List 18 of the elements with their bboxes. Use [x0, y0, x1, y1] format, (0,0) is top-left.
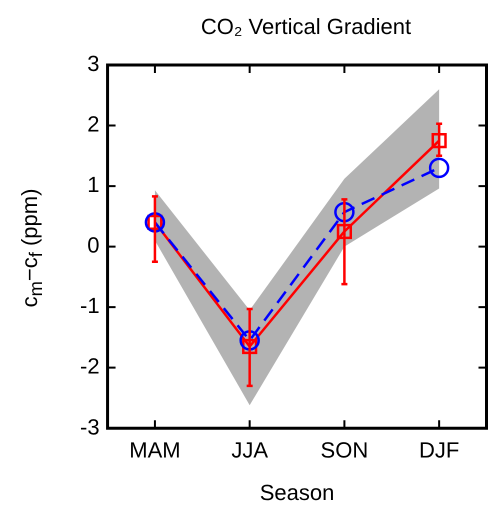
- x-tick-label: SON: [320, 437, 368, 462]
- y-tick-label: 0: [87, 232, 100, 258]
- point: [239, 330, 260, 351]
- point: [334, 202, 355, 222]
- y-tick-label: 3: [87, 51, 100, 76]
- point: [432, 133, 447, 148]
- y-tick-label: 2: [87, 112, 100, 137]
- x-tick-label: DJF: [418, 437, 460, 462]
- x-tick-label: MAM: [129, 437, 181, 462]
- y-tick-label: -2: [80, 354, 100, 379]
- point: [336, 224, 352, 240]
- y-tick-label: -3: [80, 414, 100, 440]
- y-tick-label: 1: [87, 172, 100, 198]
- point: [428, 158, 450, 178]
- chart-title: CO₂ Vertical Gradient: [200, 14, 412, 40]
- y-tick-label: -1: [80, 293, 100, 318]
- x-axis-title: Season: [260, 480, 334, 505]
- x-tick-label: JJA: [231, 437, 268, 462]
